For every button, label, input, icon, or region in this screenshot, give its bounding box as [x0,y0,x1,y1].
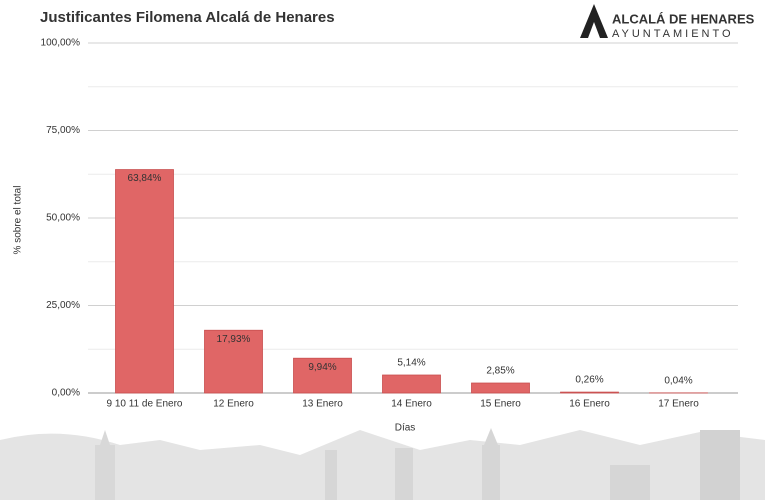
value-label: 0,26% [575,375,603,386]
skyline [0,428,765,500]
bar [560,391,619,394]
y-tick-label: 75,00% [46,125,80,136]
value-label: 17,93% [217,334,251,345]
bar [471,382,530,394]
y-axis-label: % sobre el total [13,186,24,255]
value-label: 0,04% [664,376,692,387]
y-tick-label: 50,00% [46,213,80,224]
chart-title: Justificantes Filomena Alcalá de Henares [40,9,335,26]
x-axis-label: Días [395,423,416,434]
value-label: 63,84% [128,173,162,184]
value-label: 5,14% [397,358,425,369]
logo-name: ALCALÁ DE HENARES [612,11,755,26]
x-tick-label: 17 Enero [658,399,699,410]
x-tick-label: 16 Enero [569,399,610,410]
logo: ALCALÁ DE HENARES AYUNTAMIENTO [580,4,755,40]
y-tick-label: 0,00% [52,388,80,399]
x-tick-label: 15 Enero [480,399,521,410]
y-tick-label: 25,00% [46,300,80,311]
bar [115,169,174,394]
logo-subtitle: AYUNTAMIENTO [612,28,734,40]
bar [293,357,352,394]
x-tick-label: 12 Enero [213,399,254,410]
x-tick-label: 14 Enero [391,399,432,410]
y-tick-label: 100,00% [41,38,81,49]
bar [204,329,263,394]
value-label: 2,85% [486,366,514,377]
x-tick-label: 13 Enero [302,399,343,410]
bar [382,374,441,394]
x-tick-label: 9 10 11 de Enero [107,399,183,410]
value-label: 9,94% [308,362,336,373]
logo-mark [580,4,608,38]
